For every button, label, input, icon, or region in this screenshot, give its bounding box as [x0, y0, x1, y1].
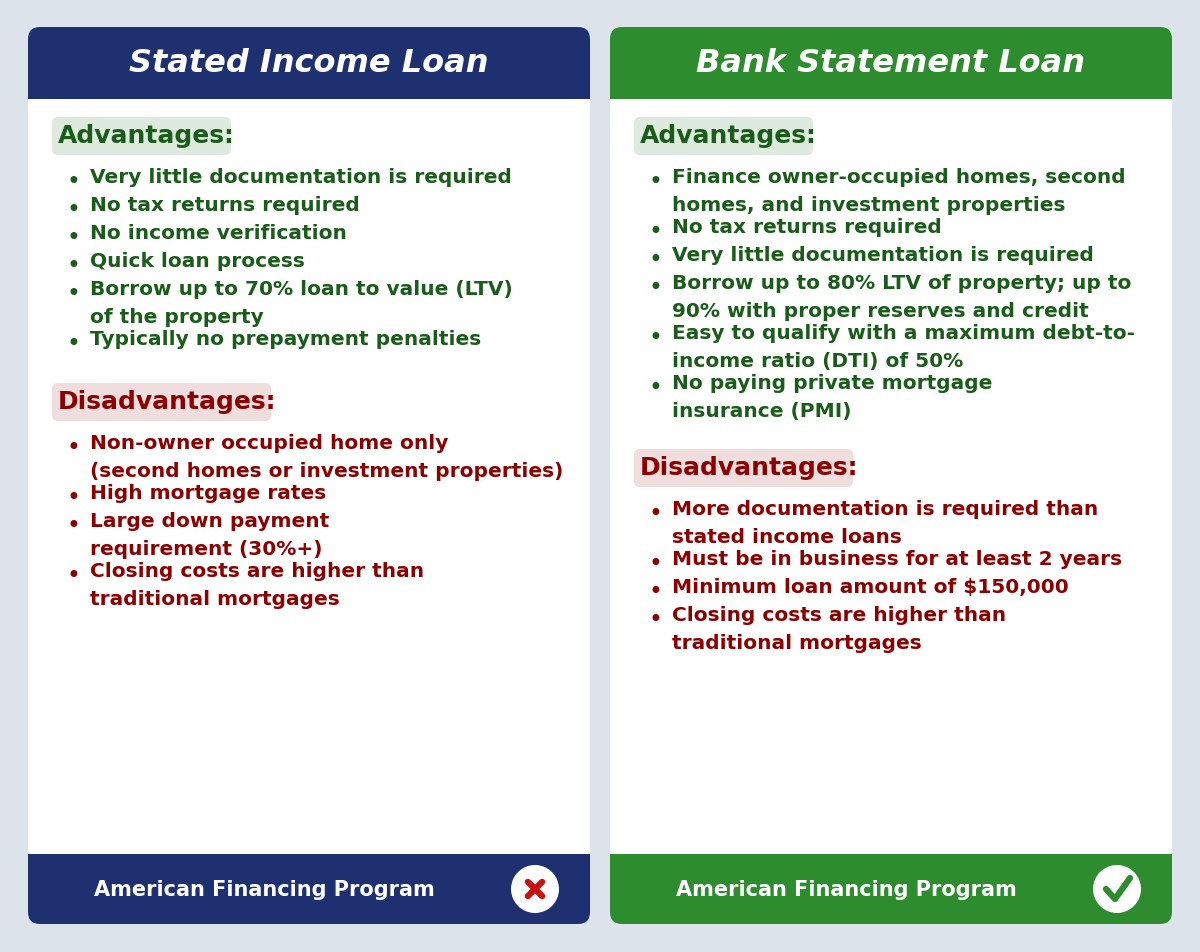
Bar — [610, 88, 1172, 100]
Text: American Financing Program: American Financing Program — [94, 879, 434, 899]
Text: Bank Statement Loan: Bank Statement Loan — [696, 49, 1086, 79]
Bar — [28, 88, 590, 100]
Text: Advantages:: Advantages: — [58, 124, 235, 148]
Text: Borrow up to 80% LTV of property; up to: Borrow up to 80% LTV of property; up to — [672, 274, 1132, 292]
Text: American Financing Program: American Financing Program — [676, 879, 1016, 899]
Text: Closing costs are higher than: Closing costs are higher than — [672, 605, 1006, 625]
Text: Closing costs are higher than: Closing costs are higher than — [90, 562, 424, 581]
FancyBboxPatch shape — [634, 118, 814, 156]
Bar — [610, 854, 1172, 866]
Text: (second homes or investment properties): (second homes or investment properties) — [90, 462, 563, 481]
Text: Finance owner-occupied homes, second: Finance owner-occupied homes, second — [672, 168, 1126, 187]
Text: •: • — [66, 226, 80, 249]
Text: No income verification: No income verification — [90, 224, 347, 243]
Text: •: • — [648, 376, 662, 400]
Text: •: • — [66, 564, 80, 587]
FancyBboxPatch shape — [52, 118, 230, 156]
Text: •: • — [648, 248, 662, 271]
Text: •: • — [66, 198, 80, 222]
Text: No tax returns required: No tax returns required — [90, 196, 360, 215]
Text: insurance (PMI): insurance (PMI) — [672, 402, 852, 421]
Bar — [28, 854, 590, 866]
Text: •: • — [66, 486, 80, 509]
Text: traditional mortgages: traditional mortgages — [90, 589, 340, 608]
Text: •: • — [648, 326, 662, 349]
Text: 90% with proper reserves and credit: 90% with proper reserves and credit — [672, 302, 1088, 321]
Text: •: • — [66, 169, 80, 194]
Text: •: • — [66, 282, 80, 306]
Text: stated income loans: stated income loans — [672, 527, 902, 546]
Text: No tax returns required: No tax returns required — [672, 218, 942, 237]
FancyBboxPatch shape — [28, 28, 590, 100]
Text: More documentation is required than: More documentation is required than — [672, 500, 1098, 519]
Circle shape — [1093, 865, 1141, 913]
Text: Minimum loan amount of $150,000: Minimum loan amount of $150,000 — [672, 578, 1069, 596]
FancyBboxPatch shape — [28, 28, 590, 924]
Text: Stated Income Loan: Stated Income Loan — [130, 49, 488, 79]
FancyBboxPatch shape — [610, 854, 1172, 924]
FancyBboxPatch shape — [610, 28, 1172, 924]
Text: Typically no prepayment penalties: Typically no prepayment penalties — [90, 329, 481, 348]
Text: •: • — [66, 254, 80, 278]
Text: Easy to qualify with a maximum debt-to-: Easy to qualify with a maximum debt-to- — [672, 324, 1135, 343]
Text: Non-owner occupied home only: Non-owner occupied home only — [90, 433, 449, 452]
Text: homes, and investment properties: homes, and investment properties — [672, 196, 1066, 215]
Text: of the property: of the property — [90, 307, 264, 327]
Text: Must be in business for at least 2 years: Must be in business for at least 2 years — [672, 549, 1122, 568]
Text: •: • — [648, 502, 662, 526]
Text: Advantages:: Advantages: — [640, 124, 817, 148]
Text: requirement (30%+): requirement (30%+) — [90, 540, 323, 559]
Text: Quick loan process: Quick loan process — [90, 251, 305, 270]
FancyBboxPatch shape — [634, 449, 853, 487]
Text: Borrow up to 70% loan to value (LTV): Borrow up to 70% loan to value (LTV) — [90, 280, 512, 299]
Text: •: • — [648, 220, 662, 244]
Text: No paying private mortgage: No paying private mortgage — [672, 373, 992, 392]
Circle shape — [511, 865, 559, 913]
Text: Very little documentation is required: Very little documentation is required — [672, 246, 1094, 265]
Text: Very little documentation is required: Very little documentation is required — [90, 168, 512, 187]
Text: traditional mortgages: traditional mortgages — [672, 633, 922, 652]
FancyBboxPatch shape — [28, 854, 590, 924]
Text: Disadvantages:: Disadvantages: — [58, 389, 276, 413]
Text: •: • — [648, 276, 662, 300]
Text: income ratio (DTI) of 50%: income ratio (DTI) of 50% — [672, 351, 964, 370]
FancyBboxPatch shape — [610, 28, 1172, 100]
Text: •: • — [648, 607, 662, 631]
Text: •: • — [66, 513, 80, 538]
Text: •: • — [648, 580, 662, 604]
Text: •: • — [648, 169, 662, 194]
Text: High mortgage rates: High mortgage rates — [90, 484, 326, 503]
Text: •: • — [66, 436, 80, 460]
Text: •: • — [66, 331, 80, 356]
Text: Disadvantages:: Disadvantages: — [640, 455, 858, 480]
FancyBboxPatch shape — [52, 384, 271, 422]
Text: •: • — [648, 551, 662, 575]
Text: Large down payment: Large down payment — [90, 511, 329, 530]
